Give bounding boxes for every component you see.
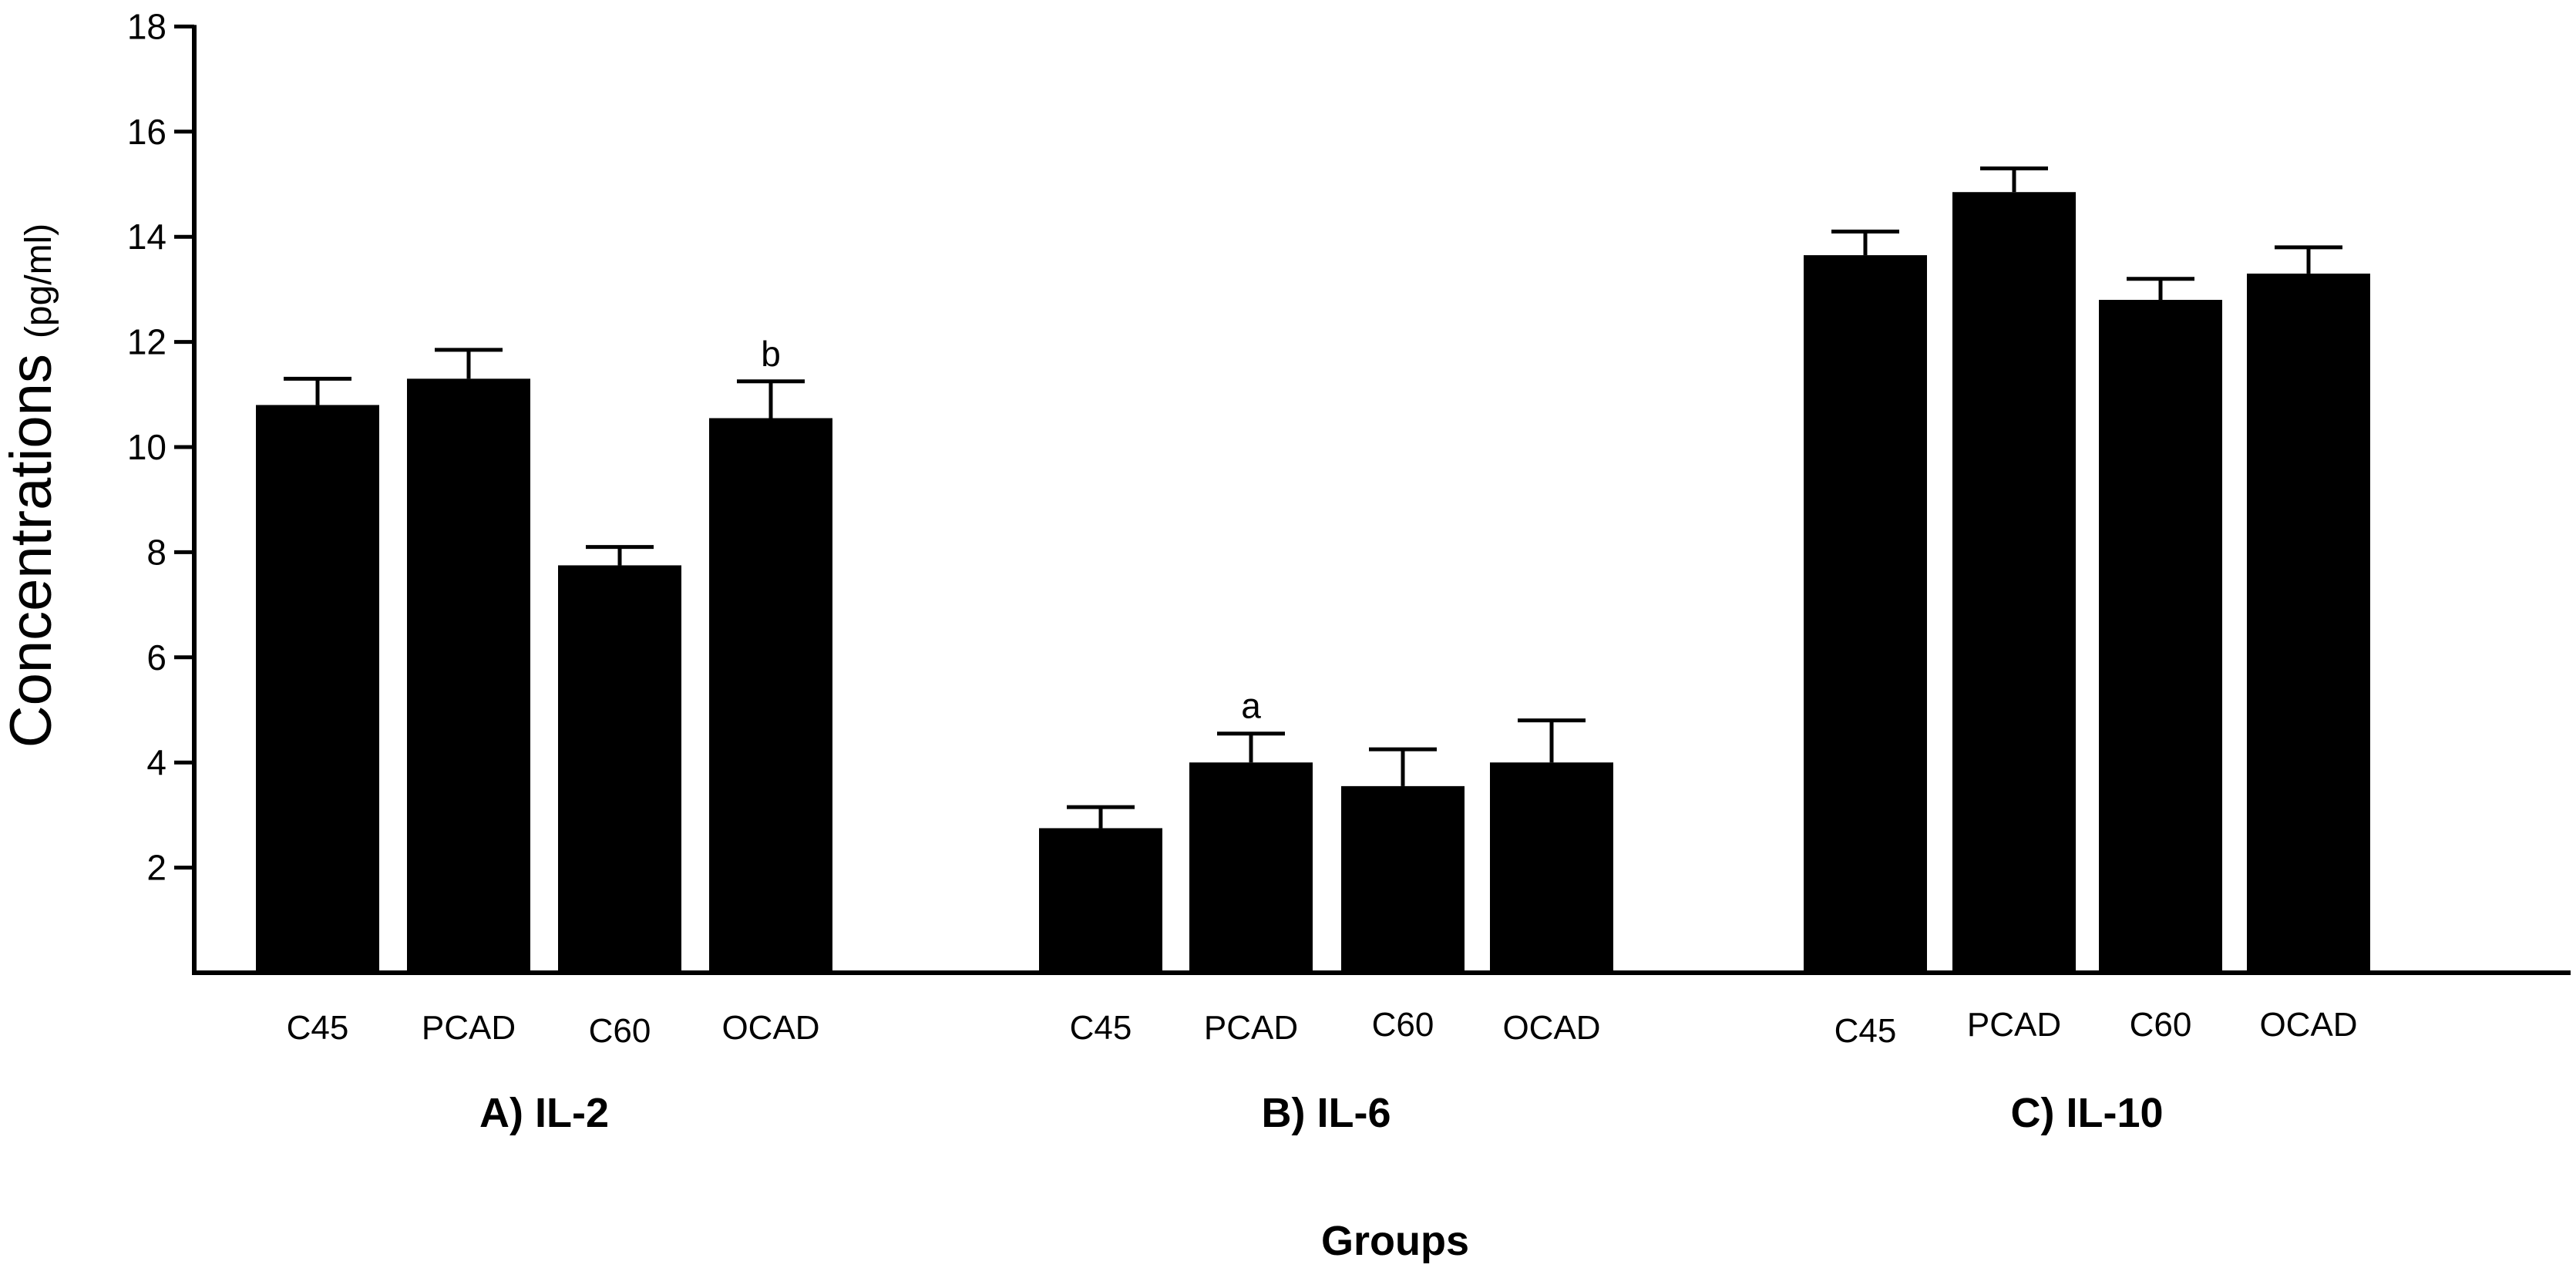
group-label: B) IL-6 xyxy=(1262,1090,1391,1136)
category-label: OCAD xyxy=(721,1009,819,1047)
y-tick-label: 2 xyxy=(146,848,166,888)
category-label: C45 xyxy=(1070,1009,1132,1047)
svg-text:Concentrations (pg/ml): Concentrations (pg/ml) xyxy=(0,224,64,748)
y-axis-label: Concentrations (pg/ml) xyxy=(0,224,64,748)
bar xyxy=(2099,300,2222,973)
y-tick-label: 18 xyxy=(127,6,166,46)
y-axis-label-unit: (pg/ml) xyxy=(18,224,59,338)
category-label: C60 xyxy=(589,1012,651,1050)
category-label: C60 xyxy=(2130,1006,2192,1044)
significance-annotation: a xyxy=(1241,686,1261,726)
category-label: PCAD xyxy=(422,1009,516,1047)
group-label: A) IL-2 xyxy=(479,1090,609,1136)
bar xyxy=(1952,192,2076,974)
bar xyxy=(1341,785,1465,973)
category-label: C60 xyxy=(1372,1006,1434,1044)
bar xyxy=(2247,273,2370,973)
category-label: C45 xyxy=(1834,1012,1897,1050)
bars xyxy=(256,166,2370,974)
bar xyxy=(709,418,832,973)
category-label: OCAD xyxy=(1502,1009,1600,1047)
labels: C45 PCAD C60 OCAD b A) IL-2 C45 PCAD a C60 OCAD B) … xyxy=(287,334,2358,1136)
category-label: PCAD xyxy=(1204,1009,1298,1047)
y-tick-label: 14 xyxy=(127,217,166,257)
y-tick-label: 4 xyxy=(146,742,166,782)
x-axis-label: Groups xyxy=(1321,1218,1469,1264)
bar xyxy=(558,565,681,973)
y-tick-label: 12 xyxy=(127,322,166,362)
significance-annotation: b xyxy=(761,334,781,374)
category-label: C45 xyxy=(287,1009,349,1047)
y-tick-label: 6 xyxy=(146,637,166,678)
category-label: PCAD xyxy=(1967,1006,2061,1044)
bar xyxy=(1490,762,1613,973)
bar xyxy=(256,405,379,973)
bar xyxy=(1804,255,1927,973)
y-tick-label: 16 xyxy=(127,112,166,152)
group-label: C) IL-10 xyxy=(2010,1090,2163,1136)
bar xyxy=(1039,828,1162,973)
bar xyxy=(1189,762,1313,973)
y-axis-label-main: Concentrations xyxy=(0,354,64,748)
y-tick-label: 8 xyxy=(146,532,166,572)
category-label: OCAD xyxy=(2259,1006,2357,1044)
y-tick-label: 10 xyxy=(127,427,166,467)
bar xyxy=(407,378,530,974)
